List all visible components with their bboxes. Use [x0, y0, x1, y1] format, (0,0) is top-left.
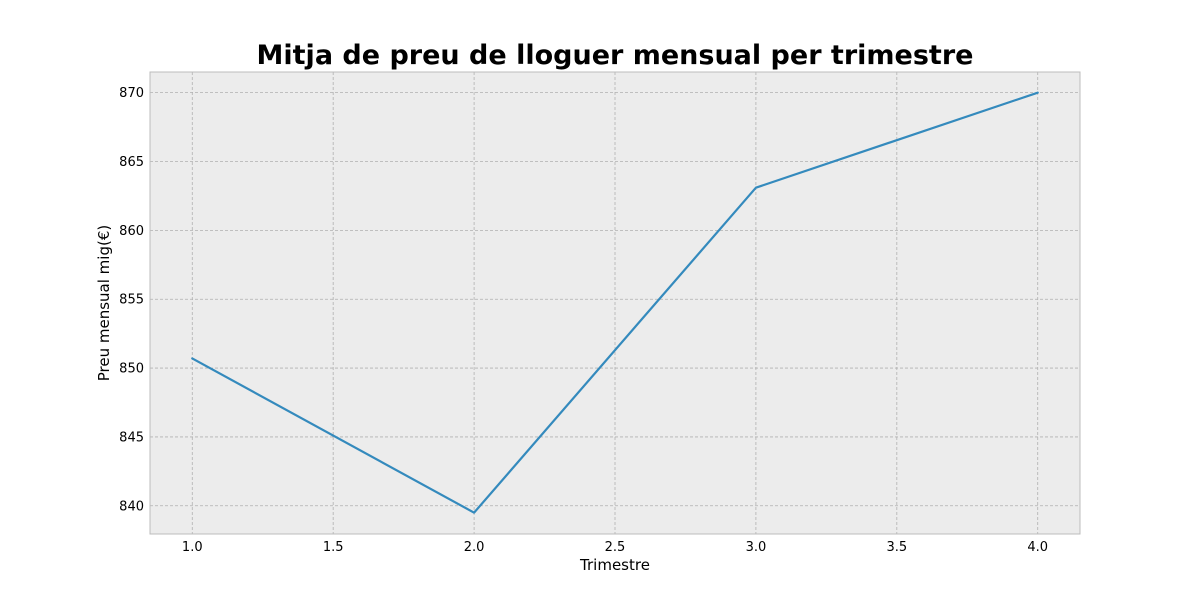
y-tick-label: 840	[119, 499, 144, 514]
y-tick-label: 855	[119, 293, 144, 308]
x-axis-ticks: 1.0 1.5 2.0 2.5 3.0 3.5 4.0	[182, 540, 1048, 555]
y-gridlines	[150, 92, 1080, 507]
x-gridlines	[191, 72, 1039, 534]
y-tick-label: 850	[119, 362, 144, 377]
series-layer	[191, 91, 1039, 514]
chart-title: Mitja de preu de lloguer mensual per tri…	[257, 40, 974, 71]
x-tick-label: 4.0	[1027, 540, 1048, 555]
x-tick-label: 2.0	[464, 540, 485, 555]
y-axis-label: Preu mensual mig(€)	[95, 225, 113, 381]
y-tick-label: 870	[119, 86, 144, 101]
x-tick-label: 3.5	[886, 540, 907, 555]
plot-frame	[149, 71, 1081, 535]
y-tick-label: 845	[119, 430, 144, 445]
y-tick-label: 860	[119, 224, 144, 239]
x-tick-label: 1.5	[323, 540, 344, 555]
y-axis-ticks: 840 845 850 855 860 865 870	[119, 86, 144, 514]
series-line	[191, 91, 1039, 514]
y-tick-label: 865	[119, 155, 144, 170]
x-tick-label: 3.0	[746, 540, 767, 555]
x-tick-label: 1.0	[182, 540, 203, 555]
x-axis-label: Trimestre	[579, 556, 650, 574]
x-tick-label: 2.5	[605, 540, 626, 555]
